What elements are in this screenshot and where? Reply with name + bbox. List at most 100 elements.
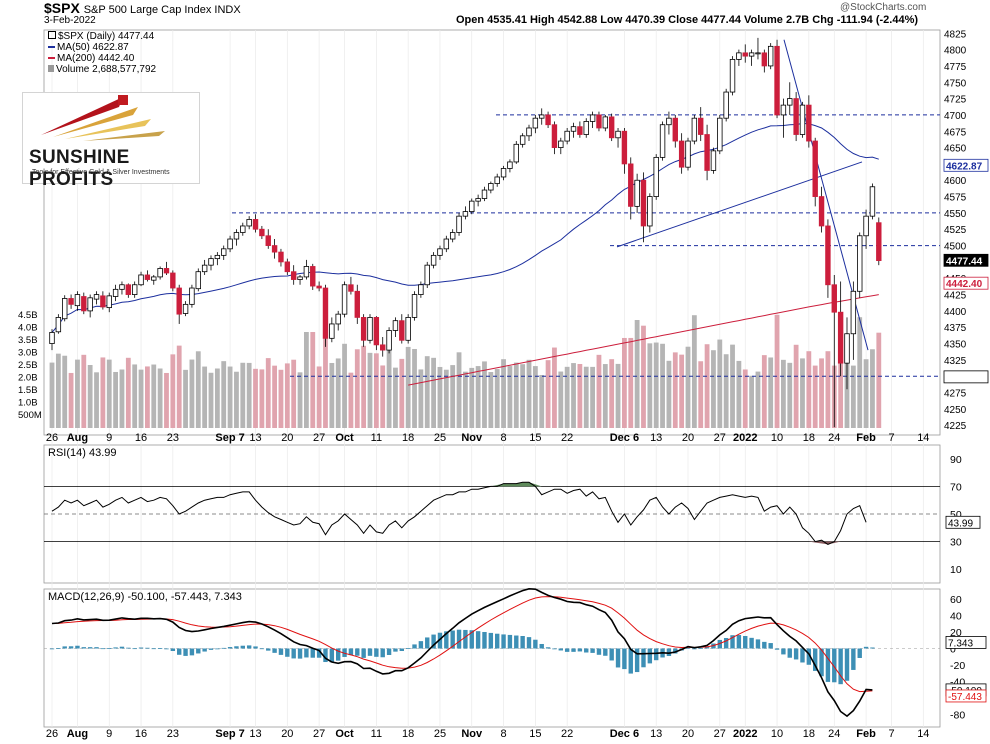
macd-histogram-bar (552, 648, 557, 650)
candle-body (373, 317, 380, 346)
candle-body (360, 317, 367, 341)
volume-bar (443, 369, 449, 428)
macd-histogram-bar (399, 648, 404, 652)
macd-histogram-bar (380, 648, 385, 658)
price-tick-label: 4500 (944, 242, 967, 253)
macd-histogram-bar (113, 647, 118, 649)
macd-tick-label: -80 (950, 710, 965, 722)
volume-bar (653, 342, 659, 428)
macd-histogram-bar (170, 648, 176, 652)
rsi-overbought-fill (490, 482, 542, 487)
macd-tick-label: 0 (950, 643, 956, 655)
candle-body (780, 104, 787, 116)
volume-bar (564, 366, 570, 428)
logo-tagline: Tools for Effective Gold & Silver Invest… (32, 169, 170, 176)
volume-bar (234, 371, 239, 428)
ticker: $SPX (44, 0, 80, 16)
candle-body (640, 179, 647, 227)
sunshine-profits-logo: SUNSHINE PROFITS Tools for Effective Gol… (22, 92, 200, 190)
macd-histogram-bar (310, 648, 315, 658)
volume-bar (711, 350, 716, 428)
x-tick-label: 18 (803, 728, 815, 740)
logo-rays-icon (41, 95, 165, 141)
volume-bar (373, 353, 379, 428)
x-tick-label: 10 (771, 432, 783, 444)
candle-body (380, 344, 386, 351)
volume-bar (265, 358, 271, 428)
volume-bar (412, 348, 417, 428)
macd-histogram-bar (240, 645, 245, 649)
x-tick-label: 20 (682, 728, 694, 740)
volume-bar (761, 355, 767, 428)
candle-body (208, 258, 214, 266)
macd-histogram-bar (704, 647, 710, 649)
candle-body (125, 284, 132, 295)
candle-body (131, 284, 138, 295)
macd-histogram-bar (234, 646, 239, 649)
volume-bar (450, 365, 456, 428)
price-tick-label: 4725 (944, 95, 967, 106)
macd-histogram-bar (666, 648, 672, 657)
candle-body (214, 254, 221, 260)
price-tick-label: 4650 (944, 144, 967, 155)
candle-body (774, 45, 780, 116)
x-tick-label: Dec 6 (610, 728, 639, 740)
candle-body (532, 117, 539, 129)
volume-bar (596, 354, 602, 428)
candle-body (271, 245, 278, 253)
volume-bar (736, 360, 742, 428)
macd-histogram-bar (647, 648, 653, 664)
volume-value-tag-box (943, 370, 989, 384)
macd-series (44, 587, 940, 718)
macd-tick-label: 60 (950, 594, 962, 606)
x-tick-label: Oct (335, 728, 354, 740)
volume-bar (399, 358, 405, 428)
macd-histogram-bar (145, 647, 150, 649)
x-tick-label: Sep 7 (215, 432, 244, 444)
volume-bar (310, 332, 316, 428)
candle-body (799, 104, 806, 135)
x-tick-label: 15 (529, 432, 541, 444)
candle-body (691, 117, 698, 142)
ma50-value-tag-box (943, 158, 989, 172)
volume-bar (259, 369, 265, 428)
candle-body (494, 176, 500, 184)
x-tick-label: 16 (135, 432, 147, 444)
volume-bar (405, 346, 411, 428)
volume-bar (787, 362, 793, 428)
candle-body (685, 140, 691, 168)
candle-body (443, 238, 450, 250)
candle-body (195, 271, 201, 290)
volume-bar (863, 359, 869, 428)
macd-histogram-bar (825, 648, 831, 682)
macd-histogram-bar (75, 645, 80, 649)
volume-bar (647, 343, 653, 428)
volume-bar (641, 325, 646, 428)
macd-histogram-bar (444, 631, 449, 649)
volume-bar (278, 369, 284, 428)
candle-body (488, 183, 494, 191)
candle-body (558, 140, 564, 148)
volume-bar (806, 351, 812, 428)
candle-body (500, 168, 507, 178)
macd-histogram-bar (405, 648, 411, 649)
candle-body (55, 317, 62, 333)
macd-histogram-bar (183, 648, 188, 656)
volume-bar (482, 361, 487, 428)
chart-date: 3-Feb-2022 (44, 15, 96, 26)
candle-body (290, 271, 297, 280)
volume-bar (151, 364, 157, 428)
candle-body (100, 295, 106, 308)
volume-tick-label: 4.0B (18, 323, 38, 334)
volume-bar (424, 356, 430, 428)
candle-body (367, 317, 373, 341)
macd-histogram-bar (450, 630, 455, 649)
macd-histogram-bar (246, 645, 252, 649)
candle-body (551, 124, 558, 148)
volume-bar (380, 365, 386, 428)
x-tick-label: 9 (106, 432, 112, 444)
candle-body (119, 284, 125, 290)
volume-bar (857, 317, 863, 428)
candle-body (322, 287, 329, 339)
rsi-series (44, 481, 940, 545)
